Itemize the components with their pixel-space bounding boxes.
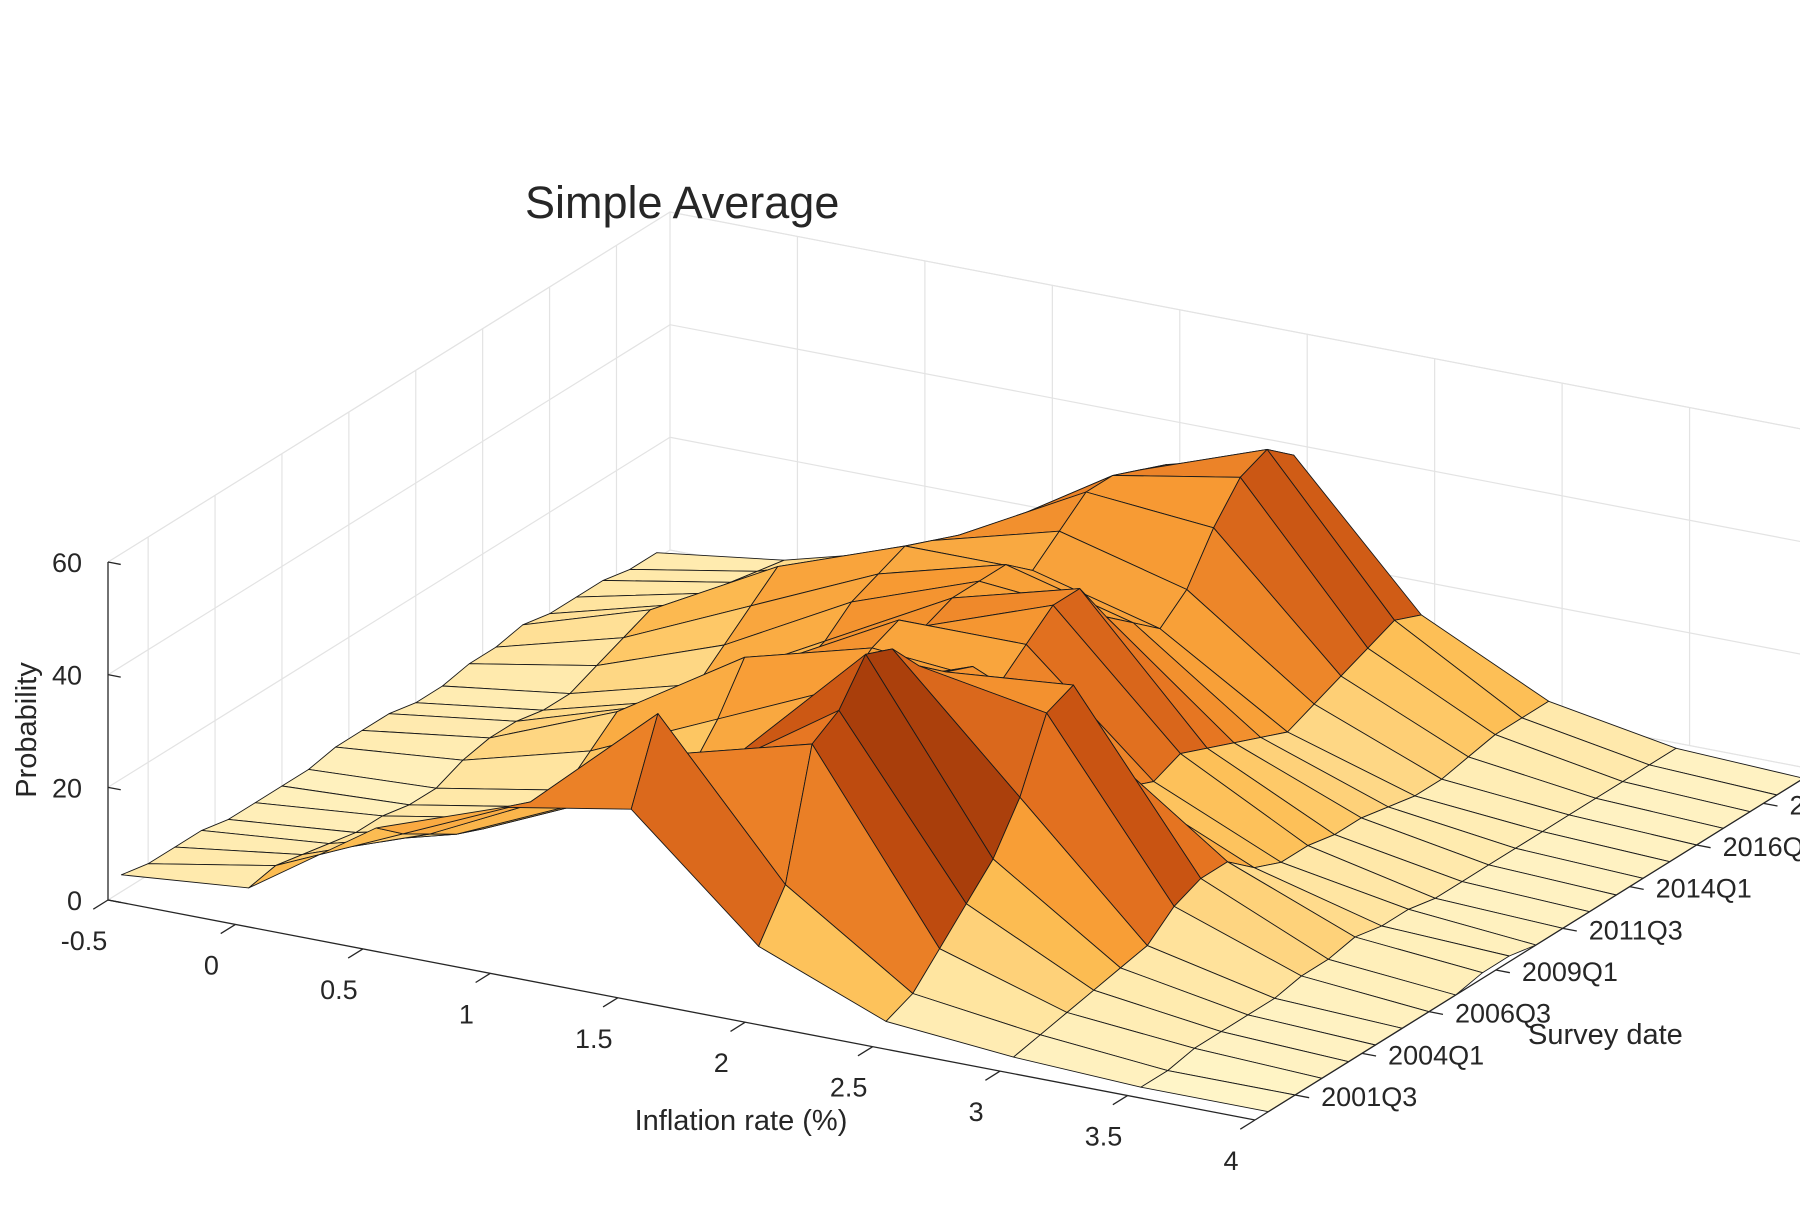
y-tick-label: 2016Q3	[1723, 832, 1800, 862]
x-tick-mark	[475, 972, 491, 984]
y-tick-mark	[1696, 844, 1711, 849]
y-tick-mark	[1295, 1094, 1310, 1099]
x-tick-label: 3.5	[1085, 1122, 1123, 1152]
x-tick-mark	[1112, 1095, 1128, 1106]
chart-title: Simple Average	[525, 177, 839, 228]
x-tick-label: 4	[1223, 1146, 1238, 1176]
y-tick-mark	[1428, 1011, 1444, 1015]
x-tick-mark	[92, 899, 109, 910]
x-tick-mark	[730, 1021, 746, 1032]
z-tick-label: 20	[52, 773, 82, 803]
x-tick-label: -0.5	[61, 926, 108, 956]
axes: -0.5 0 0.5 1 1.5 2 2.5 3 3.5 4 2001Q3 2004Q1 2006Q3 2…	[52, 548, 1800, 1176]
z-tick-label: 40	[52, 661, 82, 691]
x-tick-label: 2.5	[830, 1073, 868, 1103]
z-tick-mark	[107, 786, 121, 791]
y-tick-mark	[1562, 927, 1577, 932]
z-tick-mark	[107, 899, 121, 904]
surface-patches	[120, 448, 1800, 1113]
y-tick-label: 2014Q1	[1656, 874, 1752, 904]
y-tick-label: 2006Q3	[1455, 999, 1551, 1029]
y-axis-line	[1254, 779, 1800, 1121]
y-tick-mark	[1361, 1052, 1377, 1057]
x-tick-mark	[1239, 1119, 1256, 1130]
z-tick-mark	[107, 674, 121, 678]
x-tick-label: 3	[969, 1097, 984, 1127]
y-tick-label: 2001Q3	[1321, 1082, 1417, 1112]
y-tick-label: 2004Q1	[1388, 1040, 1484, 1070]
x-tick-mark	[220, 923, 236, 935]
z-tick-mark	[107, 561, 121, 566]
z-tick-label: 60	[52, 548, 82, 578]
y-axis-label: Survey date	[1528, 1019, 1683, 1051]
x-tick-label: 0.5	[320, 975, 358, 1005]
z-tick-label: 0	[67, 886, 82, 916]
y-tick-label: 2009Q1	[1522, 957, 1618, 987]
y-tick-mark	[1629, 886, 1644, 890]
x-tick-label: 1.5	[575, 1024, 613, 1054]
x-tick-mark	[985, 1070, 1001, 1081]
x-tick-mark	[347, 948, 364, 959]
y-tick-label: 2011Q3	[1589, 915, 1683, 945]
x-axis-line	[107, 899, 1256, 1121]
z-axis-label: Probability	[11, 662, 43, 798]
y-tick-label: 2019Q1	[1789, 790, 1800, 820]
x-tick-label: 2	[714, 1048, 729, 1078]
x-tick-label: 1	[459, 999, 474, 1029]
x-tick-mark	[602, 997, 619, 1008]
y-tick-mark	[1495, 969, 1510, 974]
x-axis-label: Inflation rate (%)	[635, 1105, 848, 1137]
x-tick-mark	[857, 1046, 874, 1057]
x-tick-label: 0	[204, 950, 219, 980]
y-tick-mark	[1763, 802, 1778, 807]
